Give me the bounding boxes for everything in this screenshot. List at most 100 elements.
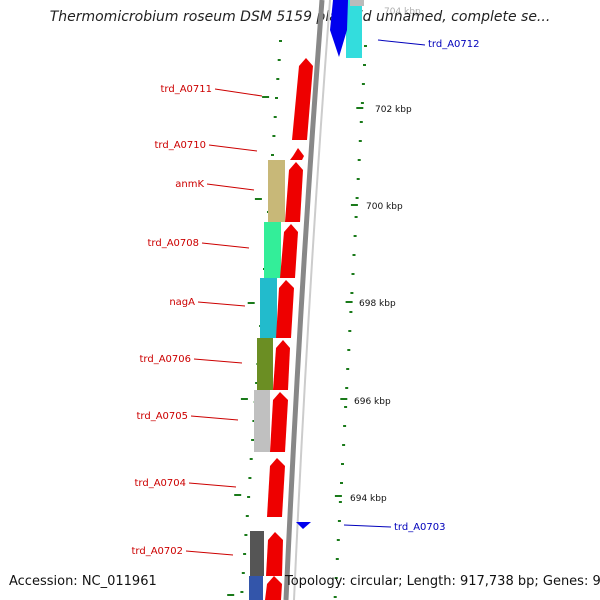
major-tick: [262, 96, 270, 98]
position-labels: 704 kbp 702 kbp 700 kbp 698 kbp 696 kbp 694 k…: [350, 7, 421, 504]
tick-mark: [252, 420, 256, 422]
tick-mark: [358, 140, 362, 142]
major-tick: [345, 301, 353, 303]
topology-summary: Topology: circular; Length: 917,738 bp; …: [285, 574, 600, 589]
tick-mark: [249, 458, 253, 460]
major-tick: [247, 302, 255, 304]
tick-mark: [356, 178, 360, 180]
major-tick: [227, 594, 235, 596]
label-line: [208, 144, 258, 152]
position-label: 696 kbp: [354, 397, 391, 407]
tick-mark: [244, 534, 248, 536]
backbone-outer: [283, 0, 325, 600]
label-line: [201, 242, 250, 249]
tick-mark: [347, 349, 351, 351]
gene-label[interactable]: trd_A0710: [155, 140, 207, 151]
gene-label[interactable]: trd_A0705: [137, 411, 189, 422]
tick-mark: [343, 425, 347, 427]
backbone: [283, 0, 331, 600]
major-tick: [340, 398, 348, 400]
position-label: 698 kbp: [359, 299, 396, 309]
tick-mark: [357, 159, 361, 161]
tick-mark: [277, 59, 281, 61]
position-label: 700 kbp: [366, 202, 403, 212]
gene-arrow[interactable]: [280, 224, 298, 278]
gene-arrow[interactable]: [276, 280, 294, 338]
accession-text: Accession: NC_011961: [9, 574, 157, 589]
label-line: [206, 183, 255, 191]
tick-mark: [240, 591, 244, 593]
tick-mark: [351, 273, 355, 275]
gene-arrow[interactable]: [290, 148, 304, 160]
gene-arrow[interactable]: [296, 522, 311, 529]
label-line: [377, 39, 426, 46]
tick-mark: [255, 382, 259, 384]
tick-mark: [333, 596, 337, 598]
cog-bar: [249, 0, 364, 600]
cog-block: [268, 160, 285, 222]
tick-mark: [241, 572, 245, 574]
reverse-gene-labels: trd_A0711 trd_A0710 anmK trd_A0708 nagA trd_A…: [132, 84, 213, 557]
cog-block: [257, 338, 273, 390]
tick-mark: [247, 496, 251, 498]
tick-mark: [248, 477, 252, 479]
reverse-strand-genes: [265, 58, 313, 600]
tick-mark: [344, 406, 348, 408]
cog-block: [264, 222, 281, 278]
label-lines: [185, 39, 426, 556]
gene-label[interactable]: anmK: [175, 179, 204, 190]
major-tick: [334, 495, 342, 497]
tick-mark: [359, 121, 363, 123]
gene-label[interactable]: trd_A0712: [428, 39, 480, 50]
tick-mark: [345, 387, 349, 389]
tick-mark: [272, 135, 276, 137]
tick-mark: [348, 330, 352, 332]
tick-mark: [353, 235, 357, 237]
gene-arrow[interactable]: [292, 58, 313, 140]
tick-mark: [363, 64, 366, 66]
label-line: [188, 482, 237, 488]
outer-tick-marks: [333, 45, 367, 598]
tick-mark: [341, 463, 344, 465]
tick-mark: [350, 292, 354, 294]
label-line: [343, 524, 392, 528]
tick-mark: [364, 45, 367, 47]
label-line: [190, 415, 239, 421]
backbone-inner: [293, 0, 331, 600]
gene-label[interactable]: trd_A0702: [132, 546, 184, 557]
label-line: [214, 88, 263, 97]
gene-arrow[interactable]: [265, 576, 282, 600]
tick-mark: [355, 197, 359, 199]
gene-arrow[interactable]: [285, 162, 303, 222]
tick-mark: [245, 515, 249, 517]
major-tick: [254, 198, 262, 200]
gene-arrow[interactable]: [267, 458, 285, 517]
position-label: 704 kbp: [384, 7, 421, 17]
gene-arrow[interactable]: [270, 392, 288, 452]
forward-gene-labels: trd_A0712 trd_A0703: [394, 39, 480, 533]
gene-arrow[interactable]: [330, 0, 348, 57]
tick-mark: [251, 439, 255, 441]
map-title: Thermomicrobium roseum DSM 5159 plasmid …: [49, 9, 551, 25]
gene-label[interactable]: trd_A0708: [148, 238, 200, 249]
cog-block: [260, 278, 277, 338]
label-line: [197, 301, 246, 307]
cog-block: [346, 0, 362, 58]
tick-mark: [360, 102, 364, 104]
gene-label[interactable]: trd_A0703: [394, 522, 446, 533]
tick-mark: [338, 501, 342, 503]
gene-label[interactable]: trd_A0706: [140, 354, 192, 365]
gene-label[interactable]: nagA: [169, 297, 195, 308]
cog-block: [250, 531, 264, 576]
forward-strand-genes: [296, 0, 348, 529]
gene-label[interactable]: trd_A0711: [161, 84, 213, 95]
cog-block: [249, 576, 263, 600]
position-label: 702 kbp: [375, 105, 412, 115]
gene-arrow[interactable]: [266, 532, 283, 576]
gene-arrow[interactable]: [273, 340, 290, 390]
gene-label[interactable]: trd_A0704: [135, 478, 187, 489]
cog-block: [254, 390, 270, 452]
label-line: [193, 358, 243, 364]
major-tick: [234, 494, 242, 496]
